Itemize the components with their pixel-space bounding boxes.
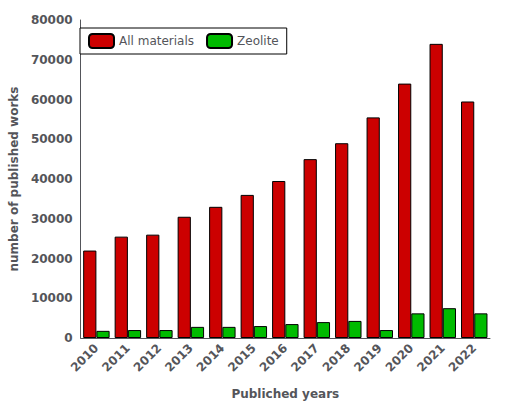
svg-text:20000: 20000 [31,252,73,266]
svg-text:2016: 2016 [257,341,290,374]
svg-text:number of published works: number of published works [7,87,21,272]
svg-text:Publiched years: Publiched years [231,387,339,401]
svg-text:30000: 30000 [31,212,73,226]
svg-text:2021: 2021 [414,341,447,374]
svg-text:2013: 2013 [162,341,195,374]
svg-text:80000: 80000 [31,13,73,27]
svg-text:60000: 60000 [31,93,73,107]
svg-text:2020: 2020 [383,341,416,374]
svg-text:50000: 50000 [31,132,73,146]
svg-text:2017: 2017 [288,341,321,374]
svg-text:All materials: All materials [119,34,194,48]
svg-text:2018: 2018 [320,341,353,374]
svg-text:Zeolite: Zeolite [237,34,279,48]
svg-text:40000: 40000 [31,172,73,186]
svg-text:2012: 2012 [131,341,164,374]
svg-text:2010: 2010 [68,341,101,374]
svg-text:2011: 2011 [99,341,132,374]
svg-text:70000: 70000 [31,53,73,67]
svg-text:2014: 2014 [194,341,227,374]
svg-text:0: 0 [64,331,72,345]
svg-text:2015: 2015 [225,341,258,374]
svg-text:10000: 10000 [31,291,73,305]
svg-text:2019: 2019 [351,341,384,374]
svg-text:2022: 2022 [446,341,479,374]
